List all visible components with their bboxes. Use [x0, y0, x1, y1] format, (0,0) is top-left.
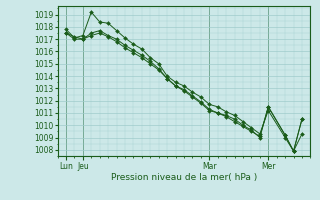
X-axis label: Pression niveau de la mer( hPa ): Pression niveau de la mer( hPa ) — [111, 173, 257, 182]
